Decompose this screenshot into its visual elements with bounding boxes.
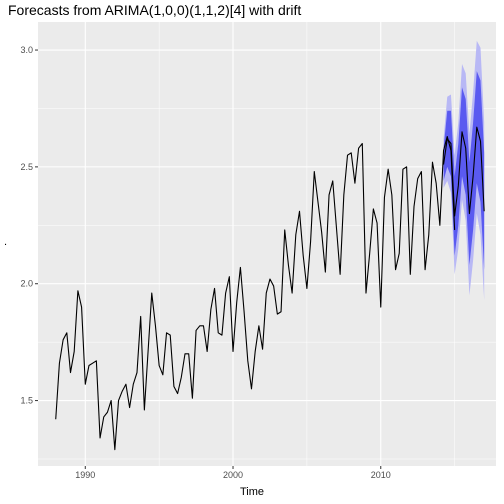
- chart-title: Forecasts from ARIMA(1,0,0)(1,1,2)[4] wi…: [8, 2, 302, 18]
- y-tick-label: 3.0: [20, 45, 33, 55]
- x-tick-label: 2000: [223, 470, 243, 480]
- major-gridlines: [38, 22, 496, 466]
- x-tick-label: 1990: [75, 470, 95, 480]
- tick-labels: 1990 2000 2010 1.5 2.0 2.5 3.0: [20, 45, 390, 480]
- history-line: [55, 135, 456, 451]
- x-axis-label: Time: [239, 486, 265, 498]
- y-tick-label: 2.5: [20, 162, 33, 172]
- series-lines: [55, 126, 485, 451]
- forecast-mean-line: [443, 126, 485, 217]
- x-tick-label: 2010: [371, 470, 391, 480]
- y-axis-label: .: [4, 236, 8, 248]
- y-tick-label: 1.5: [20, 396, 33, 406]
- plot-panel: [38, 22, 496, 466]
- y-tick-label: 2.0: [20, 279, 33, 289]
- minor-gridlines: [38, 22, 496, 466]
- axis-ticks: [35, 49, 382, 469]
